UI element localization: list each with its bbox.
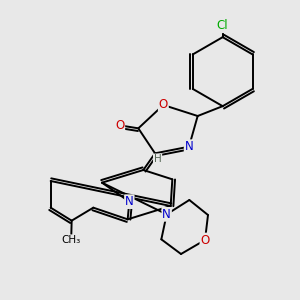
Text: Cl: Cl xyxy=(217,19,229,32)
Text: H: H xyxy=(154,154,161,164)
Text: O: O xyxy=(159,98,168,112)
Text: O: O xyxy=(200,233,210,247)
Text: O: O xyxy=(115,119,124,132)
Text: N: N xyxy=(162,208,171,221)
Text: N: N xyxy=(125,195,134,208)
Text: N: N xyxy=(184,140,194,153)
Text: CH₃: CH₃ xyxy=(61,235,81,245)
